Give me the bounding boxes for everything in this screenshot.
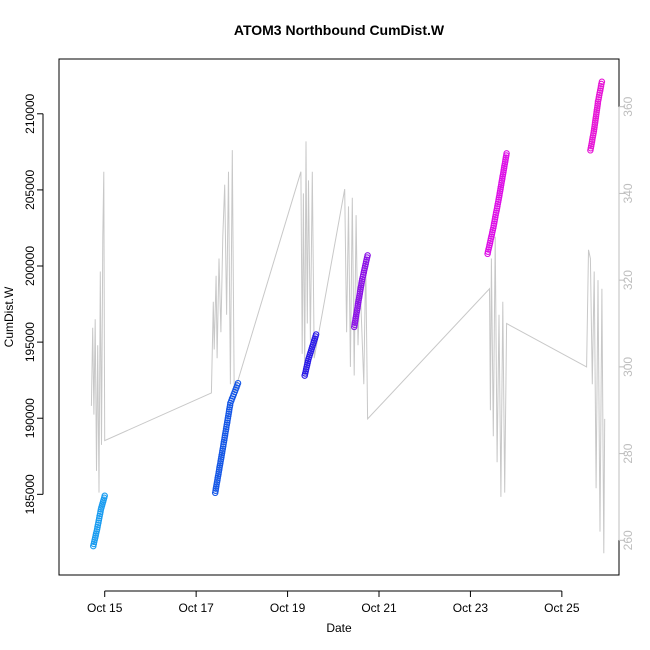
series-2 <box>211 379 242 497</box>
data-point <box>219 443 227 450</box>
data-point <box>594 100 602 107</box>
series-6 <box>587 78 606 154</box>
x-tick-label: Oct 23 <box>453 601 489 615</box>
series-1 <box>90 492 108 550</box>
data-point <box>226 401 234 409</box>
data-point <box>223 419 231 426</box>
data-point <box>101 492 108 500</box>
y-axis-label: CumDist.W <box>2 286 16 347</box>
series-5 <box>484 150 510 258</box>
x-tick-label: Oct 21 <box>361 601 397 615</box>
y2-tick-label: 260 <box>621 530 635 550</box>
y-tick-label: 195000 <box>23 322 37 362</box>
x-tick-label: Oct 25 <box>544 601 580 615</box>
series-4 <box>350 252 371 331</box>
y2-tick-label: 300 <box>621 357 635 377</box>
x-axis: Oct 15 Oct 17 Oct 19 Oct 21 Oct 23 Oct 25 <box>87 590 580 615</box>
data-point <box>593 108 600 116</box>
x-tick-label: Oct 17 <box>178 601 214 615</box>
data-point <box>221 436 228 444</box>
y-tick-label: 205000 <box>23 170 37 210</box>
data-point <box>312 331 320 338</box>
y-tick-label: 200000 <box>23 246 37 286</box>
x-tick-label: Oct 19 <box>270 601 306 615</box>
x-axis-label: Date <box>326 621 352 635</box>
y2-axis: 260 280 300 320 340 360 <box>618 96 635 550</box>
y2-tick-label: 360 <box>621 96 635 116</box>
y-tick-label: 185000 <box>23 474 37 514</box>
chart-title: ATOM3 Northbound CumDist.W <box>234 22 445 38</box>
secondary-line-layer <box>90 141 606 554</box>
data-point <box>222 425 230 433</box>
y2-tick-label: 280 <box>621 443 635 463</box>
plot-frame <box>58 58 620 576</box>
y2-tick-label: 320 <box>621 270 635 290</box>
data-point <box>503 150 510 157</box>
data-point <box>225 408 233 415</box>
y-tick-label: 210000 <box>23 93 37 133</box>
x-tick-label: Oct 15 <box>87 601 123 615</box>
secondary-line <box>90 141 606 554</box>
y-tick-label: 190000 <box>23 398 37 438</box>
y2-tick-label: 340 <box>621 183 635 203</box>
y-axis: 185000 190000 195000 200000 205000 210000 <box>23 93 44 514</box>
series-3 <box>301 331 320 379</box>
data-point <box>598 78 606 86</box>
data-point <box>364 252 371 259</box>
data-point <box>221 432 229 439</box>
data-point <box>234 379 242 387</box>
points-layer <box>90 78 606 550</box>
